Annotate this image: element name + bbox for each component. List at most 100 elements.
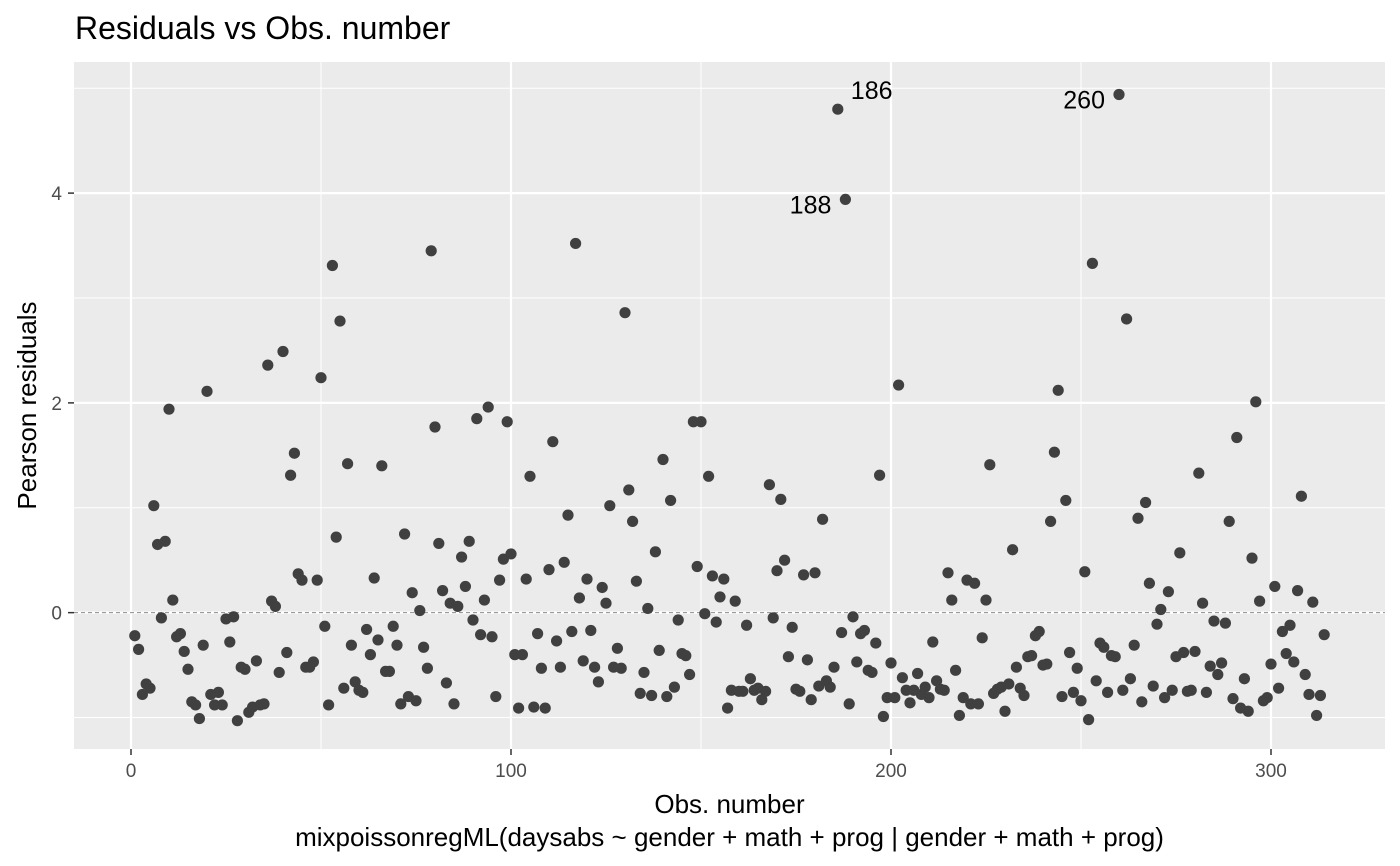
data-point bbox=[581, 573, 593, 585]
data-point bbox=[972, 698, 985, 710]
data-point bbox=[999, 705, 1011, 717]
data-point bbox=[1128, 639, 1140, 651]
data-point bbox=[148, 500, 160, 512]
data-point bbox=[836, 626, 848, 639]
data-point bbox=[1064, 646, 1076, 659]
data-point bbox=[984, 459, 996, 471]
data-point bbox=[1124, 673, 1136, 685]
data-point bbox=[433, 537, 445, 550]
data-point bbox=[307, 656, 319, 668]
data-point bbox=[893, 379, 905, 391]
data-point bbox=[406, 587, 418, 599]
data-point bbox=[931, 675, 943, 687]
data-point bbox=[558, 556, 570, 568]
data-point bbox=[817, 513, 829, 525]
data-point bbox=[315, 372, 327, 384]
outlier-label: 186 bbox=[851, 77, 893, 105]
data-point bbox=[779, 554, 791, 566]
data-point bbox=[372, 634, 384, 646]
data-point bbox=[1162, 586, 1174, 598]
data-point bbox=[1117, 684, 1129, 696]
data-point bbox=[440, 677, 452, 689]
data-point bbox=[642, 602, 654, 615]
data-point bbox=[976, 632, 988, 644]
data-point bbox=[809, 567, 821, 579]
data-point bbox=[1273, 682, 1285, 694]
data-point bbox=[950, 664, 962, 676]
data-point bbox=[1307, 596, 1319, 608]
data-point bbox=[524, 470, 536, 482]
data-point bbox=[216, 699, 228, 711]
data-point bbox=[459, 580, 471, 593]
data-point bbox=[269, 600, 281, 612]
data-point bbox=[896, 672, 909, 684]
data-point bbox=[794, 685, 806, 697]
data-point bbox=[573, 592, 586, 604]
data-point bbox=[554, 661, 567, 673]
data-point bbox=[425, 245, 437, 257]
data-point bbox=[262, 359, 274, 371]
data-point bbox=[1292, 585, 1304, 597]
data-point bbox=[847, 611, 859, 623]
data-point bbox=[646, 689, 658, 702]
data-point bbox=[710, 616, 722, 628]
data-point bbox=[1010, 661, 1023, 673]
data-point bbox=[1295, 490, 1307, 502]
x-axis-label: Obs. number bbox=[654, 789, 805, 819]
data-point bbox=[1121, 313, 1133, 325]
data-point bbox=[946, 594, 958, 606]
data-point bbox=[828, 661, 840, 673]
data-point bbox=[969, 577, 981, 589]
data-point bbox=[953, 709, 966, 722]
data-point bbox=[699, 608, 711, 620]
data-point bbox=[364, 649, 376, 661]
outlier-label: 260 bbox=[1063, 87, 1105, 115]
data-point bbox=[577, 655, 589, 667]
data-point bbox=[1223, 515, 1235, 527]
data-point bbox=[144, 682, 156, 694]
data-point bbox=[285, 469, 297, 481]
data-point bbox=[718, 573, 730, 585]
data-point bbox=[1056, 690, 1068, 703]
data-point bbox=[387, 620, 399, 632]
data-point bbox=[604, 500, 616, 512]
data-point bbox=[311, 574, 323, 586]
data-point bbox=[159, 535, 171, 547]
data-point bbox=[1261, 692, 1273, 704]
data-point bbox=[927, 636, 939, 648]
outlier-label: 188 bbox=[790, 191, 832, 219]
y-axis-ticks: 0 2 4 bbox=[51, 184, 74, 625]
data-point bbox=[1083, 714, 1095, 726]
data-point bbox=[638, 666, 650, 679]
data-point bbox=[1276, 625, 1288, 638]
data-point bbox=[490, 690, 502, 703]
data-point bbox=[680, 650, 692, 662]
data-point bbox=[729, 595, 741, 607]
data-point bbox=[516, 649, 529, 661]
data-point bbox=[357, 686, 369, 698]
data-point bbox=[786, 621, 798, 633]
data-point bbox=[1007, 544, 1019, 556]
data-point bbox=[1208, 615, 1220, 627]
data-point bbox=[129, 630, 141, 642]
data-point bbox=[775, 493, 787, 505]
data-point bbox=[323, 699, 335, 711]
point-labels: 186 260 188 bbox=[790, 77, 1105, 219]
data-point bbox=[1242, 705, 1254, 717]
data-point bbox=[570, 237, 582, 250]
data-point bbox=[376, 460, 388, 472]
data-point bbox=[163, 403, 175, 415]
data-point bbox=[1079, 566, 1091, 578]
data-point bbox=[824, 681, 836, 693]
data-point bbox=[706, 570, 719, 582]
data-point bbox=[1269, 580, 1281, 593]
plot-panel bbox=[74, 62, 1385, 749]
data-point bbox=[798, 569, 810, 581]
data-point bbox=[1155, 603, 1167, 616]
data-point bbox=[1067, 686, 1079, 698]
data-point bbox=[437, 585, 449, 597]
data-point bbox=[589, 661, 601, 673]
data-point bbox=[714, 591, 726, 603]
data-point bbox=[429, 421, 441, 433]
data-point bbox=[877, 710, 890, 723]
